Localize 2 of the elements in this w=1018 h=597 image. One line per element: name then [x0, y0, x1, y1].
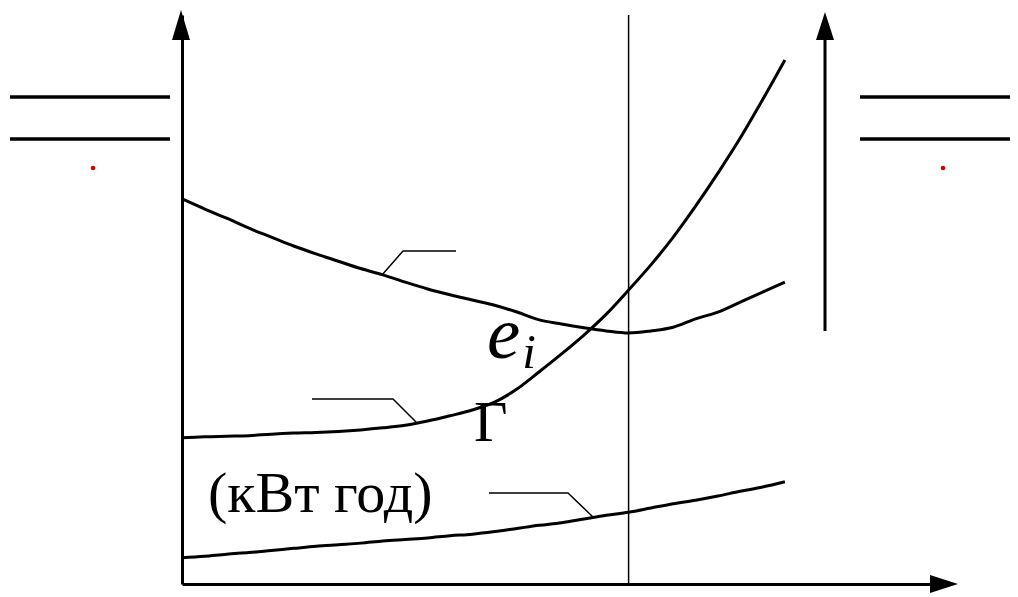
annotation: (кВт год): [208, 460, 433, 525]
annotation: e$_{i}$: [487, 291, 536, 379]
